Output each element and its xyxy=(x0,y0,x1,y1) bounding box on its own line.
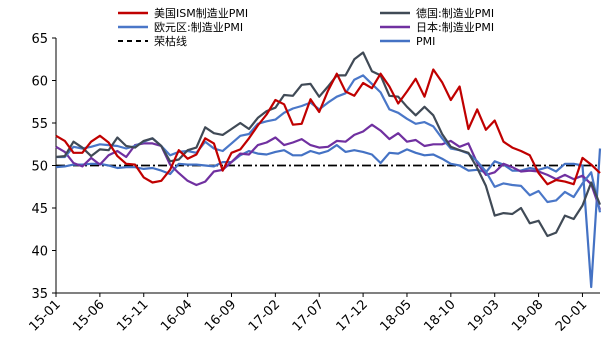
y-tick-label: 50 xyxy=(31,160,48,175)
legend-label-2: 欧元区:制造业PMI xyxy=(154,20,243,34)
x-tick-label: 18-10 xyxy=(421,297,458,334)
y-tick-label: 55 xyxy=(31,117,48,132)
x-tick-label: 17-07 xyxy=(290,297,327,334)
y-tick-label: 40 xyxy=(31,245,48,260)
legend: 美国ISM制造业PMI 德国:制造业PMI 欧元区:制造业PMI 日本:制造业PMI 荣… xyxy=(118,6,494,48)
legend-label-4: 荣枯线 xyxy=(154,34,187,48)
series-lines xyxy=(55,51,602,289)
series-line-4 xyxy=(55,144,602,289)
legend-label-0: 美国ISM制造业PMI xyxy=(154,6,248,20)
y-tick-label: 65 xyxy=(31,32,48,47)
series-line-2 xyxy=(56,74,602,213)
x-tick-label: 19-03 xyxy=(465,297,502,334)
x-tick-label: 15-01 xyxy=(27,297,64,334)
x-tick-label: 15-11 xyxy=(114,297,151,334)
legend-label-3: 日本:制造业PMI xyxy=(416,20,494,34)
legend-label-1: 德国:制造业PMI xyxy=(416,6,494,20)
y-tick-label: 60 xyxy=(31,75,48,90)
x-tick-label: 15-06 xyxy=(70,297,107,334)
x-tick-label: 20-01 xyxy=(553,297,590,334)
x-tick-label: 17-12 xyxy=(334,297,371,334)
x-tick-label: 19-08 xyxy=(509,297,546,334)
x-tick-label: 18-05 xyxy=(377,297,414,334)
x-tick-label: 17-02 xyxy=(246,297,283,334)
y-tick-label: 35 xyxy=(31,287,48,302)
x-tick-label: 16-04 xyxy=(158,297,195,334)
series-line-0 xyxy=(55,68,601,186)
series-line-1 xyxy=(55,51,602,238)
y-tick-label: 45 xyxy=(31,202,48,217)
legend-label-5: PMI xyxy=(416,35,435,48)
x-tick-label: 16-09 xyxy=(202,297,239,334)
series-line-3 xyxy=(55,123,602,211)
